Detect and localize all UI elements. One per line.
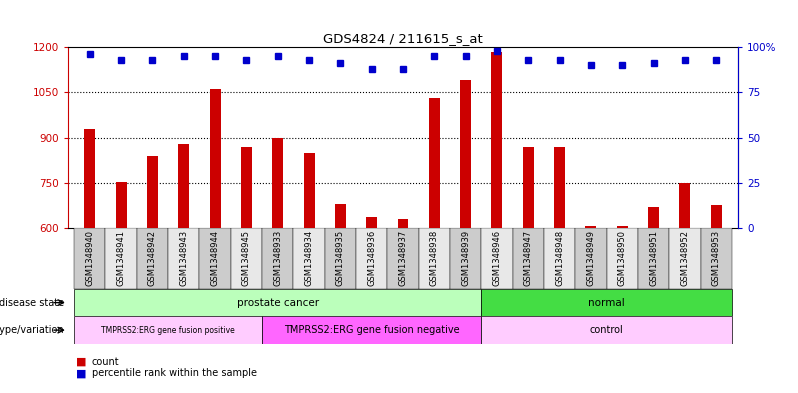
Text: GSM1348951: GSM1348951	[649, 230, 658, 286]
Bar	[74, 289, 481, 316]
Bar	[294, 228, 325, 289]
Bar	[419, 228, 450, 289]
Bar	[617, 226, 628, 228]
Text: GSM1348933: GSM1348933	[273, 230, 282, 286]
Text: GSM1348942: GSM1348942	[148, 230, 157, 286]
Text: GSM1348944: GSM1348944	[211, 230, 219, 286]
Title: GDS4824 / 211615_s_at: GDS4824 / 211615_s_at	[323, 31, 483, 44]
Text: prostate cancer: prostate cancer	[237, 298, 318, 308]
Bar	[85, 129, 95, 228]
Text: GSM1348939: GSM1348939	[461, 230, 470, 286]
Bar	[481, 228, 512, 289]
Bar	[272, 138, 283, 228]
Text: GSM1348952: GSM1348952	[681, 230, 689, 286]
Text: TMPRSS2:ERG gene fusion negative: TMPRSS2:ERG gene fusion negative	[284, 325, 460, 335]
Text: genotype/variation: genotype/variation	[0, 325, 64, 335]
Bar	[136, 228, 168, 289]
Bar	[168, 228, 200, 289]
Text: GSM1348938: GSM1348938	[430, 230, 439, 286]
Text: normal: normal	[588, 298, 625, 308]
Bar	[262, 228, 294, 289]
Bar	[701, 228, 732, 289]
Text: GSM1348935: GSM1348935	[336, 230, 345, 286]
Bar	[387, 228, 419, 289]
Bar	[231, 228, 262, 289]
Bar	[366, 217, 377, 228]
Bar	[356, 228, 387, 289]
Bar	[74, 228, 105, 289]
Bar	[262, 316, 481, 344]
Text: ■: ■	[76, 368, 86, 378]
Text: GSM1348947: GSM1348947	[523, 230, 533, 286]
Text: GSM1348946: GSM1348946	[492, 230, 501, 286]
Text: disease state: disease state	[0, 298, 64, 308]
Text: GSM1348948: GSM1348948	[555, 230, 564, 286]
Bar	[325, 228, 356, 289]
Text: GSM1348941: GSM1348941	[117, 230, 125, 286]
Text: GSM1348937: GSM1348937	[398, 230, 408, 286]
Text: GSM1348949: GSM1348949	[587, 230, 595, 286]
Bar	[429, 98, 440, 228]
Bar	[606, 228, 638, 289]
Text: GSM1348950: GSM1348950	[618, 230, 626, 286]
Text: GSM1348936: GSM1348936	[367, 230, 376, 286]
Text: percentile rank within the sample: percentile rank within the sample	[92, 368, 257, 378]
Bar	[481, 316, 732, 344]
Bar	[648, 207, 659, 228]
Text: GSM1348934: GSM1348934	[305, 230, 314, 286]
Bar	[200, 228, 231, 289]
Bar	[638, 228, 670, 289]
Text: GSM1348953: GSM1348953	[712, 230, 721, 286]
Text: ■: ■	[76, 356, 86, 367]
Bar	[178, 143, 189, 228]
Bar	[241, 147, 252, 228]
Text: count: count	[92, 356, 120, 367]
Bar	[105, 228, 136, 289]
Bar	[554, 147, 565, 228]
Bar	[711, 205, 721, 228]
Bar	[116, 182, 127, 228]
Text: TMPRSS2:ERG gene fusion positive: TMPRSS2:ERG gene fusion positive	[101, 326, 235, 334]
Bar	[492, 51, 503, 228]
Bar	[481, 289, 732, 316]
Bar	[397, 219, 409, 228]
Bar	[670, 228, 701, 289]
Bar	[74, 316, 262, 344]
Bar	[512, 228, 544, 289]
Bar	[679, 183, 690, 228]
Text: GSM1348943: GSM1348943	[180, 230, 188, 286]
Bar	[335, 204, 346, 228]
Bar	[575, 228, 606, 289]
Bar	[523, 147, 534, 228]
Text: control: control	[590, 325, 623, 335]
Bar	[544, 228, 575, 289]
Bar	[303, 152, 314, 228]
Bar	[450, 228, 481, 289]
Text: GSM1348945: GSM1348945	[242, 230, 251, 286]
Bar	[147, 156, 158, 228]
Bar	[210, 89, 220, 228]
Bar	[586, 226, 596, 228]
Bar	[460, 80, 471, 228]
Text: GSM1348940: GSM1348940	[85, 230, 94, 286]
